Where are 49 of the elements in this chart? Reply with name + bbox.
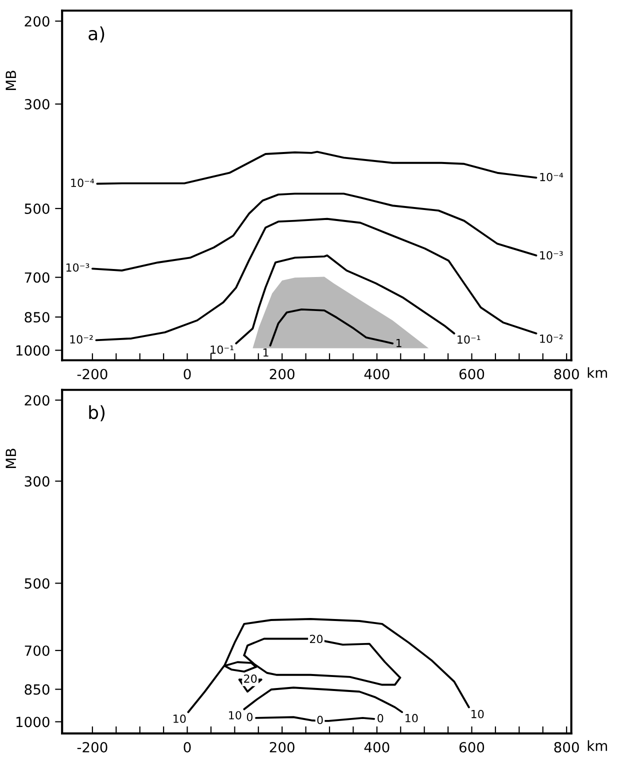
- y-tick-label: 500: [24, 578, 50, 589]
- annotation: 10⁻⁴: [540, 172, 564, 182]
- annotation: b): [89, 405, 105, 422]
- annotation: 10⁻³: [66, 263, 90, 272]
- x-tick-label: -200: [77, 368, 108, 380]
- annotation: 1: [396, 338, 402, 348]
- annotation: 10: [229, 711, 242, 720]
- y-tick-label: 200: [24, 395, 50, 406]
- annotation: 1: [263, 348, 268, 357]
- annotation: 10: [174, 714, 186, 723]
- y-axis-title: MB: [6, 70, 16, 90]
- x-tick-label: 400: [364, 368, 390, 380]
- x-axis-title: km: [588, 367, 607, 378]
- annotation: 10⁻⁴: [71, 178, 94, 188]
- y-tick-label: 300: [24, 476, 50, 487]
- annotation: a): [88, 26, 104, 42]
- x-tick-label: 200: [270, 368, 294, 380]
- y-axis-title: MB: [6, 448, 16, 468]
- annotation: 10⁻²: [540, 334, 563, 343]
- annotation: 20: [310, 634, 323, 644]
- x-tick-label: 0: [184, 368, 191, 380]
- annotation: 0: [246, 712, 253, 722]
- x-tick-label: 800: [554, 368, 579, 380]
- x-tick-label: -200: [77, 742, 108, 752]
- y-tick-label: 700: [24, 645, 50, 656]
- y-tick-label: 200: [24, 16, 50, 27]
- annotation: 10⁻²: [70, 335, 93, 344]
- x-tick-label: 600: [459, 742, 484, 752]
- x-tick-label: 200: [270, 742, 294, 752]
- annotation: 10: [406, 714, 418, 722]
- annotation: 10⁻³: [540, 251, 563, 260]
- y-tick-label: 300: [24, 99, 50, 110]
- annotation: 10: [472, 710, 484, 718]
- x-tick-label: 600: [459, 368, 484, 380]
- annotation: 10⁻¹: [458, 335, 480, 344]
- y-tick-label: 1000: [16, 345, 50, 356]
- x-tick-label: 800: [554, 742, 579, 752]
- annotation: 0: [317, 716, 323, 724]
- y-tick-label: 850: [24, 684, 50, 695]
- x-axis-title: km: [588, 740, 607, 751]
- annotation: 10⁻¹: [210, 345, 234, 354]
- y-tick-label: 850: [24, 312, 50, 322]
- x-tick-label: 400: [364, 742, 390, 752]
- x-tick-label: 0: [184, 742, 191, 752]
- y-tick-label: 1000: [16, 716, 50, 728]
- annotation: 20: [244, 674, 257, 683]
- y-tick-label: 500: [24, 203, 50, 214]
- y-tick-label: 700: [24, 272, 50, 283]
- annotation: 0: [378, 714, 384, 722]
